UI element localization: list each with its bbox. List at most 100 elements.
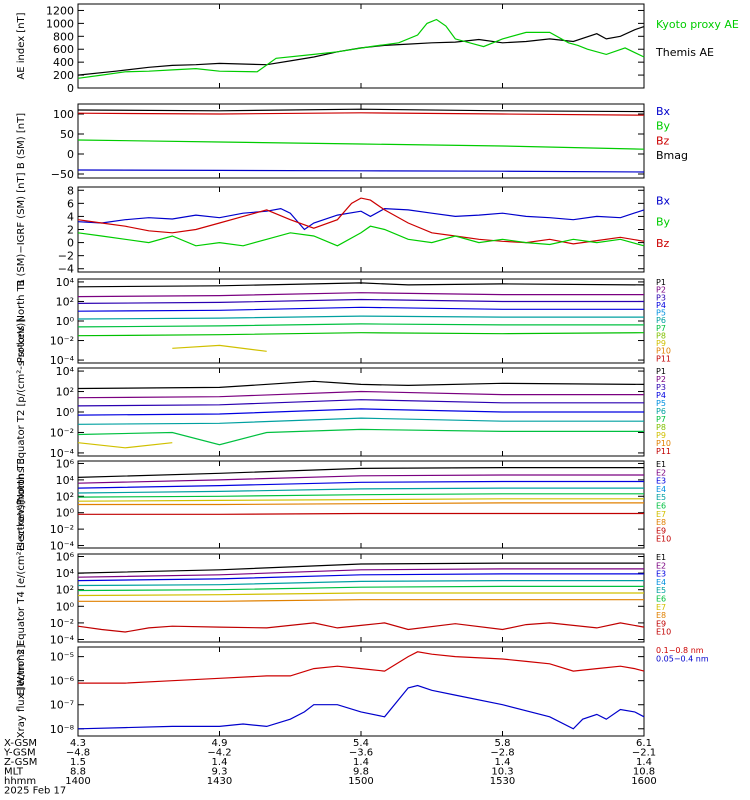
ephemeris-value: 10.8 [633,767,655,778]
ephemeris-value: 9.8 [353,767,369,778]
y-tick-label: 10⁰ [56,507,75,520]
legend-entry: P7 [656,324,666,333]
legend-entry: P10 [656,439,671,448]
y-axis-label: Protons Equator T2 [p/(cm²-s-sr-keV)] [16,319,27,506]
series-line-E1 [77,467,644,478]
series-line-P3 [77,399,644,407]
y-tick-label: 400 [53,56,74,69]
ephemeris-label: MLT [4,767,24,778]
y-tick-label: 10⁶ [56,457,75,470]
legend-entry: Themis AE [655,46,714,59]
y-tick-label: 4 [67,210,74,223]
ephemeris-value: 1530 [490,776,515,787]
ephemeris-value: 8.8 [70,767,86,778]
ephemeris-value: 1400 [65,776,90,787]
y-axis-label: Electrons North T3 [16,458,27,551]
legend-entry: P8 [656,423,666,432]
y-tick-label: 10⁴ [56,276,75,289]
legend-entry: E4 [656,578,666,587]
y-tick-label: 100 [53,108,74,121]
legend-entry: E9 [656,619,666,628]
series-line-Bx [77,169,645,173]
y-tick-label: 10⁻⁶ [50,675,75,688]
y-tick-label: 1000 [46,17,74,30]
ephemeris-label: hhmm [4,776,36,787]
series-line-E4 [77,487,644,494]
y-tick-label: 10⁻⁴ [50,634,75,647]
ephemeris-value: −2.1 [632,748,656,759]
y-tick-label: 10² [56,386,74,399]
series-line-Bz [77,197,645,245]
y-tick-label: 10⁰ [56,315,75,328]
series-line-KyotoproxyAE [77,18,645,79]
y-tick-label: 2 [67,224,74,237]
series-line-E4 [77,579,644,587]
legend-entry: P3 [656,293,666,302]
panel-6: 10⁻⁴ 10⁻² 10⁰ 10² 10⁴ 10⁶ Electrons North T3 E1… [16,457,671,552]
y-tick-label: 10² [56,584,74,597]
legend-entry: P8 [656,331,666,340]
ephemeris-value: 1.4 [495,757,511,768]
y-tick-label: 8 [67,184,74,197]
legend-entry: Bz [656,134,670,147]
ephemeris-value: 1430 [207,776,232,787]
legend-entry: E4 [656,485,666,494]
legend-entry: E8 [656,518,666,527]
y-axis-label: B (SM)−IGRF (SM) [nT] [16,172,27,286]
ephemeris-value: 1.5 [70,757,86,768]
ephemeris-value: −4.2 [207,748,231,759]
ephemeris-value: 5.4 [353,738,369,749]
legend-entry: E6 [656,502,666,511]
ephemeris-value: 1.4 [636,757,652,768]
series-line-P7 [77,442,173,449]
series-line-E1 [77,562,644,574]
y-tick-label: 10⁰ [56,600,75,613]
series-line-P8 [172,344,267,352]
legend-entry: E1 [656,460,666,469]
series-line-E6 [77,498,644,502]
series-line-By [77,139,645,150]
y-tick-label: 10⁻² [50,523,74,536]
legend-entry: By [656,120,671,133]
legend-entry: P9 [656,339,666,348]
ephemeris-value: 1600 [631,776,656,787]
legend-entry: P7 [656,415,666,424]
y-tick-label: −50 [51,168,74,181]
y-tick-label: 10⁴ [56,474,75,487]
ephemeris-value: 1.4 [212,757,228,768]
ephemeris-value: 1500 [348,776,373,787]
ephemeris-value: 5.8 [495,738,511,749]
ephemeris-label: X-GSM [4,738,37,749]
legend-entry: P2 [656,375,666,384]
legend-entry: By [656,216,671,229]
legend-entry: E8 [656,611,666,620]
legend-entry: E5 [656,493,666,502]
y-tick-label: 10⁻⁴ [50,447,75,460]
y-tick-label: −2 [58,250,74,263]
y-tick-label: 10⁻⁴ [50,354,75,367]
series-line-P6 [77,323,644,328]
y-axis-label: Xray flux [W/m^2] [16,645,27,739]
y-tick-label: 0 [67,82,74,95]
y-tick-label: 1200 [46,4,74,17]
y-tick-label: 0 [67,237,74,250]
ephemeris-value: −4.8 [66,748,90,759]
legend-entry: 0.05−0.4 nm [656,654,709,663]
legend-entry: P11 [656,354,671,363]
y-tick-label: 6 [67,197,74,210]
y-tick-label: 0 [67,148,74,161]
series-line-P1 [77,380,645,390]
series-line-P3 [77,298,644,304]
ephemeris-value: 4.9 [212,738,228,749]
series-line-P4 [77,408,644,416]
y-tick-label: 10⁴ [56,365,75,378]
panel-frame [77,553,645,643]
series-line-E3 [77,480,644,489]
y-axis-label: AE index [nT] [16,12,27,79]
y-tick-label: 10⁻² [50,335,74,348]
y-tick-label: 600 [53,43,74,56]
series-line-E6 [77,592,644,597]
